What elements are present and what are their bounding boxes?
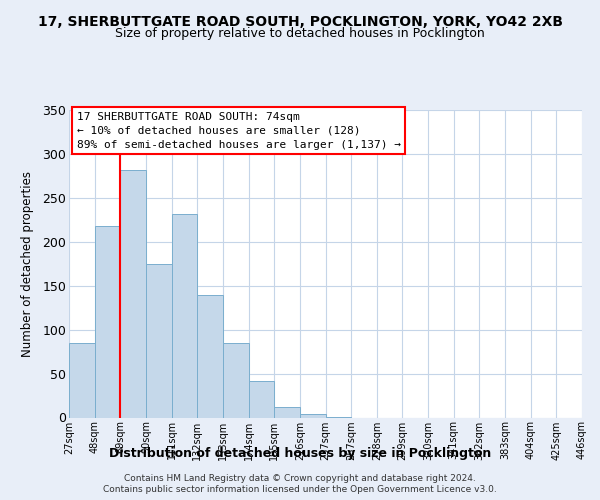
Bar (197, 296, 223, 418)
Bar (95, 226, 121, 418)
Bar (223, 343, 248, 417)
Text: Distribution of detached houses by size in Pocklington: Distribution of detached houses by size … (109, 448, 491, 460)
Text: Contains HM Land Registry data © Crown copyright and database right 2024.: Contains HM Land Registry data © Crown c… (124, 474, 476, 483)
Text: Size of property relative to detached houses in Pocklington: Size of property relative to detached ho… (115, 28, 485, 40)
Y-axis label: Number of detached properties: Number of detached properties (21, 171, 34, 357)
Bar (300, 414, 325, 418)
Text: 17, SHERBUTTGATE ROAD SOUTH, POCKLINGTON, YORK, YO42 2XB: 17, SHERBUTTGATE ROAD SOUTH, POCKLINGTON… (37, 15, 563, 29)
Text: 17 SHERBUTTGATE ROAD SOUTH: 74sqm
← 10% of detached houses are smaller (128)
89%: 17 SHERBUTTGATE ROAD SOUTH: 74sqm ← 10% … (77, 112, 401, 150)
Bar (69, 343, 95, 417)
Bar (121, 170, 146, 418)
Bar (325, 416, 351, 418)
Text: Contains public sector information licensed under the Open Government Licence v3: Contains public sector information licen… (103, 485, 497, 494)
Bar (248, 382, 274, 418)
Bar (146, 264, 172, 418)
Bar (172, 214, 197, 418)
Bar (274, 407, 300, 418)
